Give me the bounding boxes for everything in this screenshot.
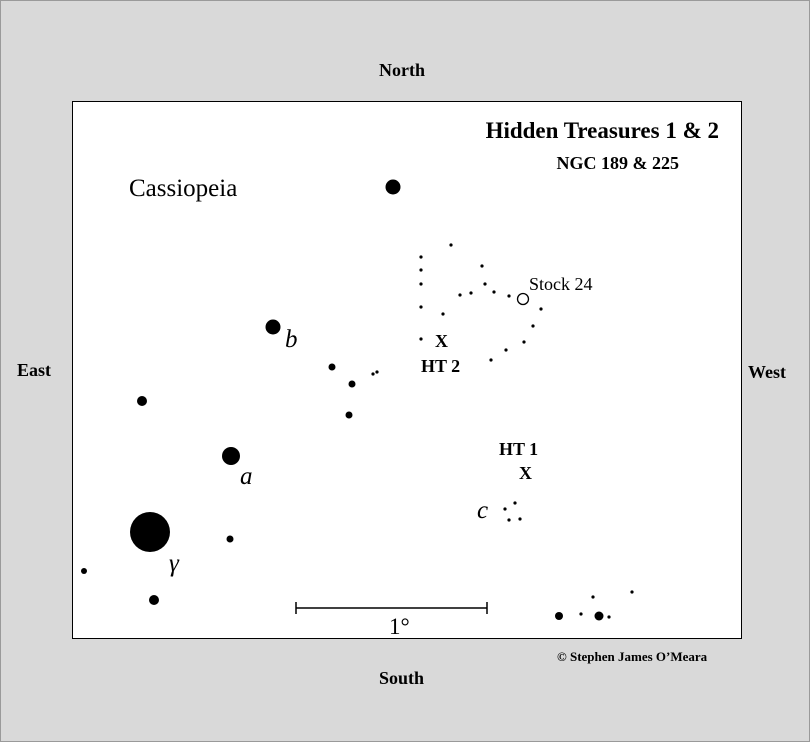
direction-south: South xyxy=(379,668,425,688)
ht2-marker: X xyxy=(435,331,448,351)
stock-24-open-cluster-icon xyxy=(516,292,530,306)
star-gamma-label: γ xyxy=(169,550,179,577)
star-a-label: a xyxy=(240,463,253,490)
star-field xyxy=(81,179,634,621)
star-southeast xyxy=(149,595,159,605)
star xyxy=(348,380,356,388)
star xyxy=(345,411,353,419)
star-gamma xyxy=(130,512,170,552)
faint-star-group xyxy=(579,590,634,619)
stock-24-label: Stock 24 xyxy=(529,274,593,294)
direction-north: North xyxy=(379,60,425,80)
chart-subtitle: NGC 189 & 225 xyxy=(556,153,680,173)
star xyxy=(328,363,336,371)
direction-east: East xyxy=(17,360,52,380)
star-c-label: c xyxy=(477,497,489,524)
ht1-marker: X xyxy=(519,463,532,483)
star-b xyxy=(265,319,281,335)
star-southeast-faint xyxy=(81,568,87,574)
star-east xyxy=(137,396,147,406)
star-a xyxy=(222,447,240,465)
star xyxy=(371,372,375,376)
constellation-label: Cassiopeia xyxy=(129,175,238,202)
scale-bar xyxy=(295,602,488,614)
direction-west: West xyxy=(748,362,786,382)
scale-label: 1° xyxy=(389,614,410,639)
copyright: © Stephen James O’Meara xyxy=(557,649,708,664)
ht1-label: HT 1 xyxy=(499,439,539,459)
faint-star-group xyxy=(419,243,543,362)
star xyxy=(375,370,379,374)
star-c-group xyxy=(503,501,522,522)
chart-title: Hidden Treasures 1 & 2 xyxy=(485,118,719,143)
ht2-label: HT 2 xyxy=(421,356,461,376)
star xyxy=(594,611,604,621)
star-near-a xyxy=(226,535,234,543)
star-bright-north xyxy=(385,179,401,195)
star-b-label: b xyxy=(285,326,298,353)
star xyxy=(555,612,563,620)
star-chart: Hidden Treasures 1 & 2 NGC 189 & 225 Cas… xyxy=(72,101,742,639)
